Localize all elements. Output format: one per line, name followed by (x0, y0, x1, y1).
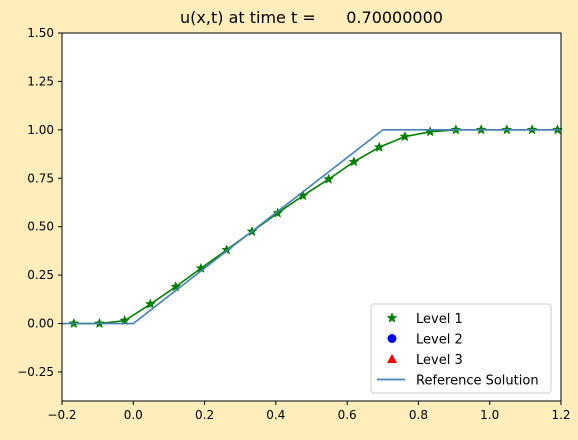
legend-label-level-3: Level 3 (416, 353, 463, 368)
y-tick-label: 1.50 (27, 26, 54, 40)
legend-label-level-2: Level 2 (416, 333, 463, 348)
chart-title: u(x,t) at time t = 0.70000000 (180, 8, 443, 27)
y-tick-label: 0.00 (27, 317, 54, 331)
x-tick-label: 1.2 (551, 408, 570, 422)
legend-label-reference-solution: Reference Solution (416, 374, 539, 389)
x-tick-label: 0.0 (124, 408, 143, 422)
data-point-level-1 (348, 156, 360, 167)
data-point-level-1 (272, 207, 284, 218)
plot-frame (61, 32, 562, 402)
x-tick-label: 0.4 (266, 408, 285, 422)
x-tick-label: 1.0 (480, 408, 499, 422)
y-tick-label: −0.25 (17, 365, 54, 379)
x-axis: −0.2 0.0 0.2 0.4 0.6 0.8 1.0 1.2 (47, 401, 571, 422)
data-point-level-1 (399, 130, 411, 142)
data-point-level-1 (170, 281, 182, 292)
legend: Level 1 Level 2 Level 3 Reference Solution (370, 303, 552, 394)
y-tick-label: 1.00 (27, 123, 54, 137)
data-point-level-1 (145, 298, 156, 309)
y-axis: −0.25 0.00 0.25 0.50 0.75 1.00 1.25 1.50 (17, 26, 62, 379)
legend-swatch-level-1 (386, 312, 398, 323)
data-point-level-1 (323, 173, 334, 184)
legend-box (370, 303, 552, 394)
y-tick-label: 0.75 (27, 171, 54, 185)
series-line-reference-solution (62, 129, 561, 325)
x-tick-label: 0.8 (409, 408, 428, 422)
x-tick-label: −0.2 (47, 408, 76, 422)
y-tick-label: 0.25 (27, 268, 54, 282)
y-tick-label: 0.50 (27, 220, 54, 234)
y-tick-label: 1.25 (27, 74, 54, 88)
series-reference-solution (62, 129, 561, 325)
legend-label-level-1: Level 1 (416, 312, 463, 327)
x-tick-label: 0.2 (195, 408, 214, 422)
data-point-level-1 (373, 141, 385, 152)
series-layer (62, 124, 563, 329)
legend-swatch-level-2 (387, 334, 397, 343)
legend-swatch-level-3 (387, 354, 397, 363)
x-tick-label: 0.6 (338, 408, 357, 422)
